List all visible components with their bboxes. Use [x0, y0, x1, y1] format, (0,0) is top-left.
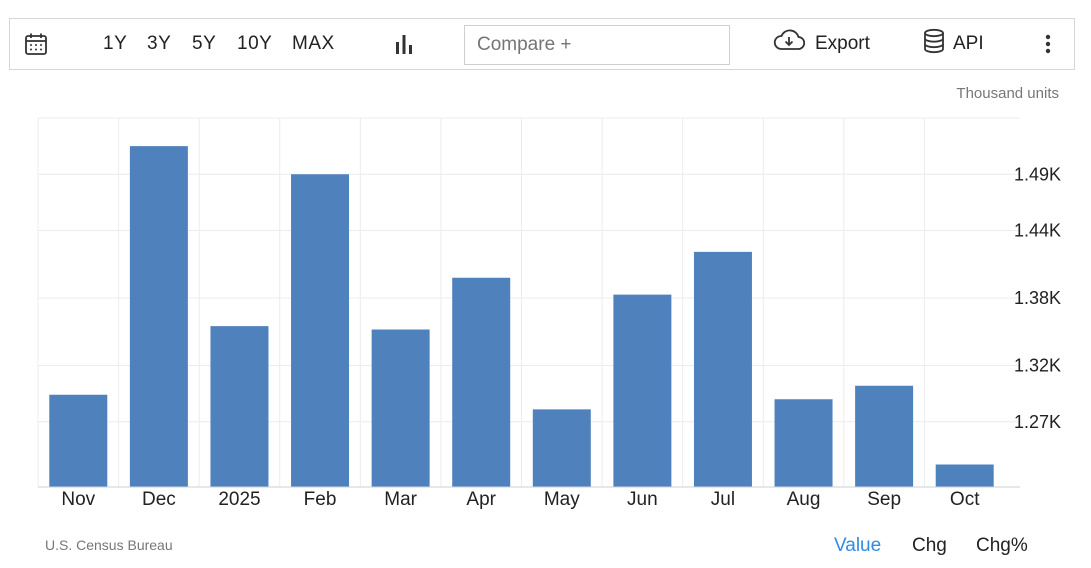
source-label: U.S. Census Bureau [45, 537, 173, 553]
bar[interactable] [855, 385, 914, 487]
api-label: API [953, 33, 984, 54]
x-tick-label: Feb [304, 489, 337, 510]
x-tick-label: Dec [142, 489, 176, 510]
bar[interactable] [774, 399, 833, 487]
bar[interactable] [452, 277, 511, 487]
bar[interactable] [693, 251, 752, 487]
x-tick-label: Jul [711, 489, 735, 510]
x-tick-label: May [544, 489, 580, 510]
y-tick-label: 1.32K [1014, 356, 1061, 376]
export-label: Export [815, 33, 870, 54]
range-3y-button[interactable]: 3Y [147, 33, 172, 54]
x-tick-label: 2025 [218, 489, 260, 510]
tab-chg[interactable]: Chg [912, 535, 947, 556]
x-tick-label: Apr [466, 489, 496, 510]
cloud-download-icon [773, 29, 806, 59]
x-tick-label: Jun [627, 489, 658, 510]
range-1y-button[interactable]: 1Y [103, 33, 128, 54]
x-tick-label: Sep [867, 489, 901, 510]
compare-input[interactable] [464, 25, 730, 65]
x-tick-label: Mar [384, 489, 417, 510]
range-max-button[interactable]: MAX [292, 33, 335, 54]
api-button[interactable]: API [923, 19, 984, 69]
x-tick-label: Aug [787, 489, 821, 510]
y-tick-label: 1.27K [1014, 412, 1061, 432]
more-options-icon[interactable] [1040, 19, 1056, 69]
chart-type-icon[interactable] [394, 19, 416, 69]
bar[interactable] [613, 294, 672, 487]
units-label: Thousand units [956, 85, 1059, 102]
bar[interactable] [49, 394, 108, 487]
calendar-icon[interactable] [24, 19, 50, 69]
y-tick-label: 1.49K [1014, 164, 1061, 184]
bar[interactable] [935, 464, 994, 488]
tab-chg-percent[interactable]: Chg% [976, 535, 1028, 556]
tab-value[interactable]: Value [834, 535, 882, 556]
database-icon [923, 28, 945, 60]
y-tick-label: 1.44K [1014, 221, 1061, 241]
bar[interactable] [291, 174, 350, 487]
x-tick-label: Nov [61, 489, 95, 510]
bar[interactable] [532, 409, 591, 487]
range-5y-button[interactable]: 5Y [192, 33, 217, 54]
range-10y-button[interactable]: 10Y [237, 33, 273, 54]
y-tick-label: 1.38K [1014, 288, 1061, 308]
bar[interactable] [129, 146, 188, 487]
x-tick-label: Oct [950, 489, 980, 510]
export-button[interactable]: Export [773, 19, 870, 69]
chart-toolbar: 1Y 3Y 5Y 10Y MAX Export [9, 18, 1075, 70]
bar[interactable] [371, 329, 430, 488]
bar[interactable] [210, 326, 269, 487]
